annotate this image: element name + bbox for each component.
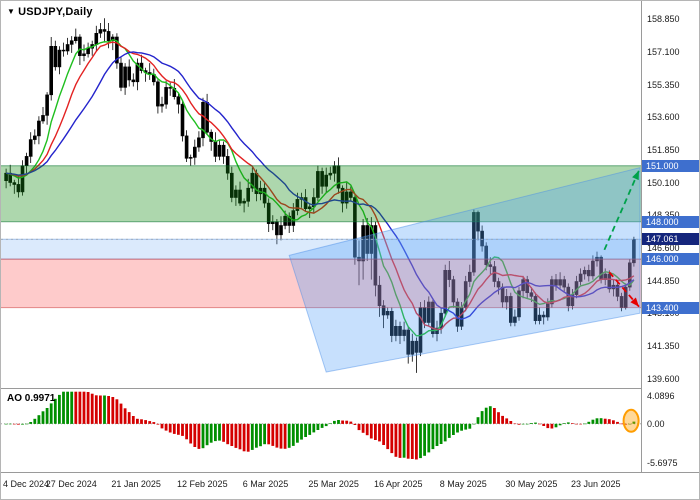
ao-indicator-label: AO 0.9971 xyxy=(7,393,56,404)
date-label: 16 Apr 2025 xyxy=(374,479,423,489)
date-label: 25 Mar 2025 xyxy=(308,479,359,489)
symbol-text: USDJPY,Daily xyxy=(18,6,93,18)
bearish-scenario-arrow[interactable] xyxy=(608,271,640,308)
price-scale-label: 146.600 xyxy=(647,242,680,253)
price-tag-148.000: 148.000 xyxy=(642,215,699,228)
bullish-scenario-arrow[interactable] xyxy=(603,170,640,251)
price-scale-label: 158.850 xyxy=(647,14,680,25)
ma-fast-green-line[interactable] xyxy=(5,39,635,337)
price-tag-147.061: 147.061 xyxy=(642,233,699,246)
support-zone[interactable] xyxy=(1,258,641,309)
price-tag-151.000: 151.000 xyxy=(642,159,699,172)
ao-histogram xyxy=(4,391,636,460)
ma-mid-red-line[interactable] xyxy=(5,41,635,331)
price-scale-label: 150.100 xyxy=(647,177,680,188)
price-axis[interactable]: 158.850 157.100 155.350 153.600 151.850 150.1… xyxy=(641,1,699,472)
price-scale-label: 151.850 xyxy=(647,144,680,155)
date-label: 23 Jun 2025 xyxy=(571,479,621,489)
date-label: 8 May 2025 xyxy=(439,479,487,489)
date-axis[interactable]: 4 Dec 2024 27 Dec 2024 21 Jan 2025 12 Feb 2… xyxy=(1,472,699,499)
date-label: 6 Mar 2025 xyxy=(242,479,289,489)
candles xyxy=(4,18,636,373)
price-chart-canvas[interactable] xyxy=(1,9,641,386)
ao-scale-label: 0.00 xyxy=(647,418,665,429)
ao-scale-label: -5.6975 xyxy=(647,457,678,468)
date-label: 21 Jan 2025 xyxy=(111,479,161,489)
ascending-channel[interactable] xyxy=(288,166,641,373)
date-label: 27 Dec 2024 xyxy=(45,479,97,489)
price-tag-143.400: 143.400 xyxy=(642,301,699,314)
symbol-label: ▼ USDJPY,Daily xyxy=(7,6,93,18)
date-label: 4 Dec 2024 xyxy=(3,479,50,489)
chart-symbol-icon: ▼ xyxy=(7,7,16,16)
ao-scale-label: 4.0896 xyxy=(647,390,675,401)
date-label: 30 May 2025 xyxy=(505,479,558,489)
ao-indicator-canvas[interactable] xyxy=(1,391,641,469)
price-scale-label: 141.350 xyxy=(647,340,680,351)
price-scale-label: 148.350 xyxy=(647,210,680,220)
price-scale-label: 157.100 xyxy=(647,46,680,57)
resistance-zone[interactable] xyxy=(1,165,641,223)
price-scale-label: 155.350 xyxy=(647,79,680,90)
price-scale-label: 153.600 xyxy=(647,112,680,123)
price-tag-146.000: 146.000 xyxy=(642,253,699,266)
panel-splitter[interactable] xyxy=(1,388,699,389)
date-label: 12 Feb 2025 xyxy=(177,479,228,489)
price-scale-label: 144.850 xyxy=(647,275,680,286)
ao-highlight-circle[interactable] xyxy=(622,408,640,433)
ma-slow-blue-line[interactable] xyxy=(6,51,635,320)
price-scale-label: 139.600 xyxy=(647,373,680,384)
